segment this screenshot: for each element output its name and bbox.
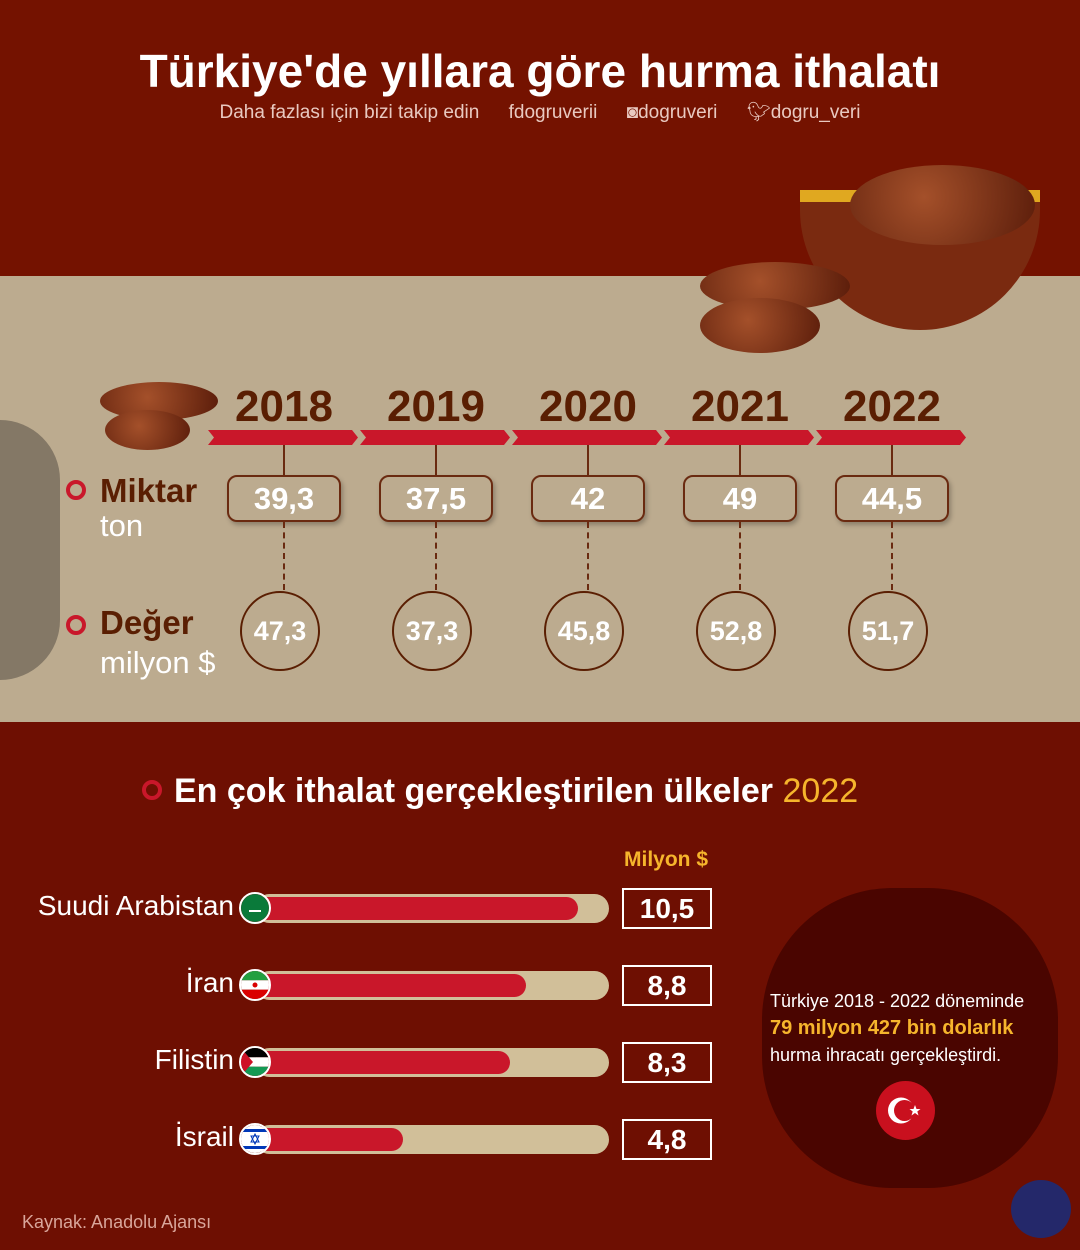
follow-text: Daha fazlası için bizi takip edin xyxy=(219,102,480,123)
twitter-link[interactable]: 🐦︎dogru_veri xyxy=(747,102,861,123)
miktar-value: 42 xyxy=(531,475,645,522)
country-name: Filistin xyxy=(154,1044,234,1075)
bar-value: 8,8 xyxy=(622,965,712,1006)
bar-fill xyxy=(255,1128,403,1151)
connector-line xyxy=(891,445,893,475)
date-fruit-illustration xyxy=(700,298,820,353)
facebook-handle: dogruverii xyxy=(513,102,598,123)
twitter-icon: 🐦︎ xyxy=(746,102,771,123)
miktar-value: 44,5 xyxy=(835,475,949,522)
bar-fill xyxy=(255,1051,511,1074)
bar-track xyxy=(255,894,609,923)
connector-line xyxy=(739,445,741,475)
timeline-ribbon xyxy=(360,430,510,445)
dv-logo xyxy=(1011,1180,1071,1238)
deger-unit: milyon $ xyxy=(100,645,216,680)
year-label: 2021 xyxy=(691,382,789,431)
miktar-label: Miktar xyxy=(100,472,198,509)
deger-value: 52,8 xyxy=(696,591,776,671)
twitter-handle: dogru_veri xyxy=(770,102,861,123)
facebook-link[interactable]: fdogruverii xyxy=(509,102,598,123)
deger-value: 37,3 xyxy=(392,591,472,671)
miktar-unit: ton xyxy=(100,508,144,543)
country-name: İran xyxy=(185,967,234,998)
connector-line xyxy=(435,445,437,475)
timeline-ribbon xyxy=(816,430,966,445)
deger-value: 51,7 xyxy=(848,591,928,671)
dashed-connector xyxy=(739,522,741,590)
bar-track xyxy=(255,1048,609,1077)
country-bar-row: Filistin 8,3 xyxy=(0,1042,720,1083)
iran-flag-icon xyxy=(239,969,271,1001)
palestine-flag-icon xyxy=(239,1046,271,1078)
turkey-flag-icon xyxy=(876,1081,935,1140)
bar-fill xyxy=(255,974,526,997)
bar-track xyxy=(255,971,609,1000)
deger-label: Değer xyxy=(100,604,194,641)
year-label: 2022 xyxy=(843,382,941,431)
bar-value: 8,3 xyxy=(622,1042,712,1083)
countries-section-title: En çok ithalat gerçekleştirilen ülkeler … xyxy=(174,772,1054,811)
bar-track xyxy=(255,1125,609,1154)
israel-flag-icon xyxy=(239,1123,271,1155)
bullet-icon xyxy=(66,480,86,500)
note-highlight: 79 milyon 427 bin dolarlık xyxy=(770,1017,1014,1039)
countries-title-text: En çok ithalat gerçekleştirilen ülkeler xyxy=(174,772,774,810)
facebook-icon: f xyxy=(508,102,514,123)
connector-line xyxy=(283,445,285,475)
date-fruit-illustration xyxy=(105,410,190,450)
deger-value: 45,8 xyxy=(544,591,624,671)
bar-value: 4,8 xyxy=(622,1119,712,1160)
country-bar-row: İsrail 4,8 xyxy=(0,1119,720,1160)
country-name: İsrail xyxy=(174,1121,234,1152)
instagram-link[interactable]: ◙dogruveri xyxy=(627,102,718,123)
deger-value: 47,3 xyxy=(240,591,320,671)
bar-value: 10,5 xyxy=(622,888,712,929)
unit-label: Milyon $ xyxy=(624,848,709,871)
summary-note: Türkiye 2018 - 2022 döneminde 79 milyon … xyxy=(770,988,1060,1069)
dashed-connector xyxy=(435,522,437,590)
timeline-ribbon xyxy=(664,430,814,445)
dashed-connector xyxy=(283,522,285,590)
year-label: 2018 xyxy=(235,382,333,431)
country-name: Suudi Arabistan xyxy=(37,890,234,921)
country-bar-row: İran 8,8 xyxy=(0,965,720,1006)
miktar-value: 39,3 xyxy=(227,475,341,522)
timeline-ribbon xyxy=(208,430,358,445)
note-line: Türkiye 2018 - 2022 döneminde xyxy=(770,991,1025,1011)
source-text: Kaynak: Anadolu Ajansı xyxy=(22,1212,212,1232)
countries-year: 2022 xyxy=(782,772,859,810)
instagram-icon: ◙ xyxy=(626,102,639,123)
saudi-arabia-flag-icon xyxy=(239,892,271,924)
country-bar-row: Suudi Arabistan 10,5 xyxy=(0,888,720,929)
year-label: 2020 xyxy=(539,382,637,431)
note-line: hurma ihracatı gerçekleştirdi. xyxy=(770,1045,1002,1065)
miktar-value: 37,5 xyxy=(379,475,493,522)
bullet-icon xyxy=(66,615,86,635)
dashed-connector xyxy=(891,522,893,590)
timeline-ribbon xyxy=(512,430,662,445)
instagram-handle: dogruveri xyxy=(638,102,718,123)
miktar-value: 49 xyxy=(683,475,797,522)
year-label: 2019 xyxy=(387,382,485,431)
ornament-left xyxy=(0,420,60,680)
bullet-icon xyxy=(142,780,162,800)
connector-line xyxy=(587,445,589,475)
bar-fill xyxy=(255,897,579,920)
date-fruit-illustration xyxy=(850,165,1035,245)
social-bar: Daha fazlası için bizi takip edin fdogru… xyxy=(0,100,1080,124)
dashed-connector xyxy=(587,522,589,590)
page-title: Türkiye'de yıllara göre hurma ithalatı xyxy=(139,45,941,97)
